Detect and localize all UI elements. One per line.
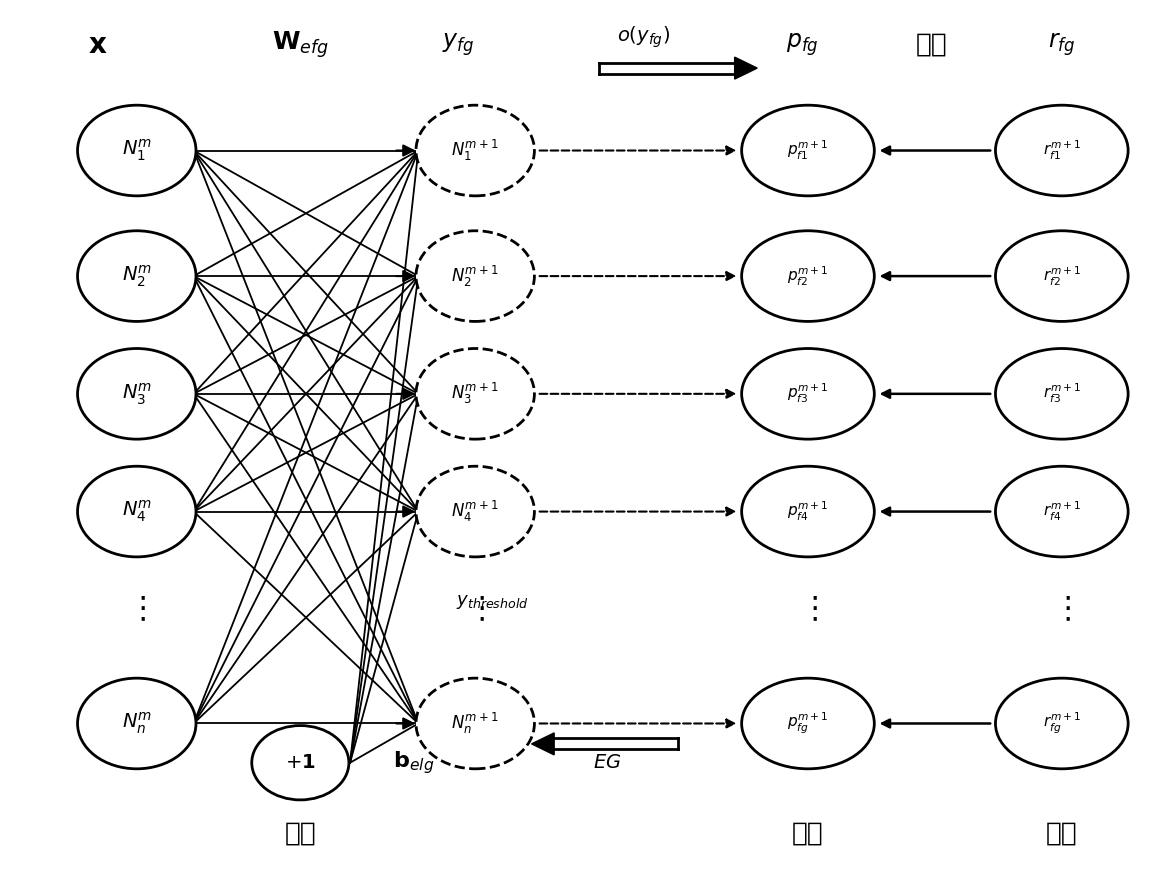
Text: $N_2^m$: $N_2^m$: [121, 263, 152, 288]
Text: $N_2^{m+1}$: $N_2^{m+1}$: [452, 264, 499, 288]
FancyArrowPatch shape: [396, 389, 413, 399]
Ellipse shape: [995, 105, 1128, 196]
FancyArrowPatch shape: [396, 271, 413, 281]
Ellipse shape: [78, 678, 196, 769]
Ellipse shape: [742, 466, 874, 557]
Ellipse shape: [78, 105, 196, 196]
Ellipse shape: [416, 466, 534, 557]
Text: $y_{fg}$: $y_{fg}$: [442, 31, 474, 58]
Polygon shape: [735, 57, 757, 79]
Text: 预测: 预测: [793, 821, 824, 846]
Ellipse shape: [742, 105, 874, 196]
Text: $r_{f4}^{m+1}$: $r_{f4}^{m+1}$: [1043, 500, 1081, 524]
Text: $N_n^{m+1}$: $N_n^{m+1}$: [452, 711, 499, 736]
Text: $r_{fg}$: $r_{fg}$: [1048, 31, 1076, 58]
Text: $r_{fg}^{m+1}$: $r_{fg}^{m+1}$: [1043, 711, 1081, 736]
Ellipse shape: [416, 105, 534, 196]
Text: 调整: 调整: [916, 31, 948, 58]
Text: $\vdots$: $\vdots$: [127, 595, 146, 624]
Text: $p_{fg}^{m+1}$: $p_{fg}^{m+1}$: [787, 711, 829, 736]
Ellipse shape: [416, 678, 534, 769]
Text: 真实: 真实: [1045, 821, 1077, 846]
Text: $N_n^m$: $N_n^m$: [121, 711, 152, 736]
Text: $\mathbf{x}$: $\mathbf{x}$: [87, 31, 107, 59]
Text: $N_4^{m+1}$: $N_4^{m+1}$: [452, 499, 499, 524]
Text: $p_{f3}^{m+1}$: $p_{f3}^{m+1}$: [787, 382, 829, 406]
Polygon shape: [532, 733, 554, 755]
Text: $\mathbf{W}_{efg}$: $\mathbf{W}_{efg}$: [272, 29, 329, 60]
Text: $o(y_{fg})$: $o(y_{fg})$: [616, 24, 670, 50]
Text: $EG$: $EG$: [593, 753, 621, 772]
Ellipse shape: [742, 231, 874, 322]
Text: $+\mathbf{1}$: $+\mathbf{1}$: [285, 753, 315, 773]
Ellipse shape: [995, 231, 1128, 322]
Ellipse shape: [78, 231, 196, 322]
Text: $N_1^m$: $N_1^m$: [121, 138, 152, 163]
Ellipse shape: [78, 466, 196, 557]
FancyArrowPatch shape: [396, 718, 413, 729]
Text: $\vdots$: $\vdots$: [466, 595, 485, 624]
Text: $N_1^{m+1}$: $N_1^{m+1}$: [452, 138, 499, 163]
FancyArrowPatch shape: [396, 145, 413, 156]
Text: $r_{f1}^{m+1}$: $r_{f1}^{m+1}$: [1043, 139, 1081, 162]
Text: $p_{f1}^{m+1}$: $p_{f1}^{m+1}$: [787, 139, 829, 162]
Ellipse shape: [416, 349, 534, 439]
Ellipse shape: [78, 349, 196, 439]
Text: $r_{f3}^{m+1}$: $r_{f3}^{m+1}$: [1043, 382, 1081, 406]
FancyArrowPatch shape: [396, 507, 413, 517]
Ellipse shape: [416, 231, 534, 322]
Ellipse shape: [742, 678, 874, 769]
Ellipse shape: [995, 678, 1128, 769]
Text: $N_3^m$: $N_3^m$: [121, 381, 152, 406]
Text: $N_4^m$: $N_4^m$: [121, 499, 152, 524]
Text: $p_{fg}$: $p_{fg}$: [786, 31, 818, 58]
Text: $r_{f2}^{m+1}$: $r_{f2}^{m+1}$: [1043, 265, 1081, 288]
Text: $\vdots$: $\vdots$: [1053, 595, 1071, 624]
Text: $p_{f4}^{m+1}$: $p_{f4}^{m+1}$: [787, 500, 829, 524]
Text: $\mathbf{b}_{elg}$: $\mathbf{b}_{elg}$: [393, 749, 434, 776]
Text: $p_{f2}^{m+1}$: $p_{f2}^{m+1}$: [787, 265, 829, 288]
Text: 输入: 输入: [285, 821, 316, 846]
Text: $N_3^{m+1}$: $N_3^{m+1}$: [452, 381, 499, 406]
Ellipse shape: [995, 349, 1128, 439]
Ellipse shape: [252, 725, 349, 800]
Ellipse shape: [742, 349, 874, 439]
Text: $\vdots$: $\vdots$: [799, 595, 817, 624]
Text: $y_{threshold}$: $y_{threshold}$: [456, 593, 528, 611]
Ellipse shape: [995, 466, 1128, 557]
